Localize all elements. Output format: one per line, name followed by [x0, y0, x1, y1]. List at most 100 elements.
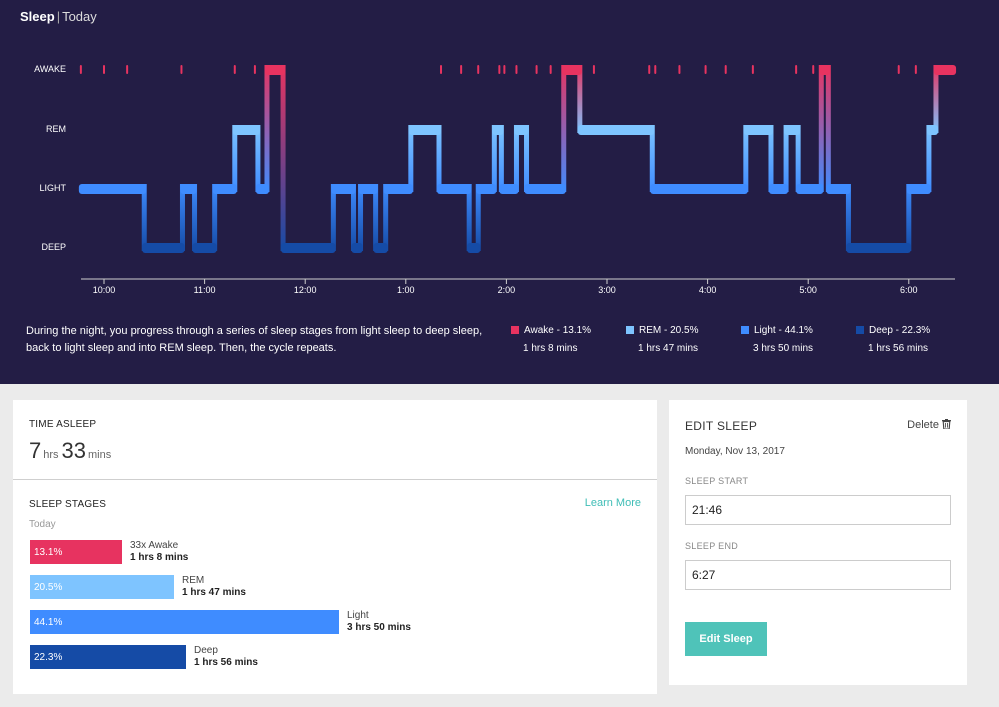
stage-bar-rem: 20.5% — [30, 575, 174, 599]
stage-transition — [783, 125, 789, 192]
stage-transition — [179, 184, 185, 251]
stage-transition — [255, 125, 261, 192]
trash-icon — [942, 419, 951, 430]
stage-transition — [577, 65, 583, 133]
sleep-description: During the night, you progress through a… — [26, 325, 483, 354]
legend-duration: 1 hrs 8 mins — [523, 343, 578, 354]
stage-name: 33x Awake — [130, 540, 179, 551]
stage-transition — [649, 125, 655, 192]
time-asleep-hours: 7 — [29, 438, 42, 463]
stage-segment-rem — [784, 125, 801, 135]
stage-segment-light — [436, 184, 472, 194]
stage-segment-light — [499, 184, 519, 194]
stage-name: REM — [182, 575, 205, 586]
awake-blip — [795, 65, 798, 74]
awake-blip — [724, 65, 727, 74]
awake-blip — [515, 65, 518, 74]
stage-transition — [795, 125, 801, 192]
legend-duration: 1 hrs 47 mins — [638, 343, 699, 354]
stage-segment-light — [524, 184, 566, 194]
awake-blip — [654, 65, 657, 74]
x-tick-label: 12:00 — [294, 285, 317, 295]
divider — [13, 479, 657, 480]
stage-segment-deep — [142, 243, 185, 253]
stage-transition — [350, 184, 356, 251]
stage-transition — [561, 65, 567, 192]
x-tick-label: 6:00 — [900, 285, 918, 295]
awake-blip — [103, 65, 105, 74]
stage-duration: 1 hrs 56 mins — [194, 657, 258, 668]
legend-label: Light - 44.1% — [754, 325, 813, 336]
stage-segment-deep — [351, 243, 363, 253]
x-tick-label: 1:00 — [397, 285, 415, 295]
stage-transition — [280, 65, 286, 251]
awake-blip — [704, 65, 707, 74]
edit-sleep-button[interactable]: Edit Sleep — [685, 622, 767, 656]
stage-transition — [768, 125, 774, 192]
legend-swatch-light — [741, 326, 749, 334]
stage-transition — [491, 125, 497, 192]
awake-blip — [477, 65, 480, 74]
awake-blip — [535, 65, 538, 74]
stage-transition — [212, 184, 218, 251]
stage-segment-light — [180, 184, 197, 194]
stage-transition — [232, 125, 238, 192]
stage-transition — [383, 184, 389, 251]
sleep-stages-label: SLEEP STAGES — [29, 499, 107, 510]
stage-segment-light — [212, 184, 237, 194]
stage-transition — [906, 184, 912, 251]
sleep-date: Monday, Nov 13, 2017 — [685, 446, 785, 457]
stage-transition — [743, 125, 749, 192]
stage-segment-rem — [514, 125, 529, 135]
learn-more-link[interactable]: Learn More — [584, 497, 641, 509]
stage-bar-light: 44.1% — [30, 610, 339, 634]
x-tick-label: 11:00 — [194, 285, 216, 295]
stage-name: Light — [347, 610, 369, 621]
legend-duration: 1 hrs 56 mins — [868, 343, 929, 354]
stage-percent: 22.3% — [34, 652, 63, 663]
time-asleep-hours-unit: hrs — [43, 449, 59, 461]
awake-blip — [498, 65, 501, 74]
awake-blip — [648, 65, 651, 74]
legend-label: Deep - 22.3% — [869, 325, 931, 336]
y-level-label: REM — [46, 124, 66, 134]
stage-name: Deep — [194, 645, 218, 656]
stage-segment-light — [906, 184, 931, 194]
legend-label: REM - 20.5% — [639, 325, 699, 336]
stage-transition — [926, 125, 932, 192]
awake-blip — [460, 65, 463, 74]
delete-button[interactable]: Delete — [907, 419, 951, 431]
stage-duration: 1 hrs 47 mins — [182, 587, 246, 598]
stage-segment-light — [768, 184, 789, 194]
time-asleep-label: TIME ASLEEP — [29, 419, 97, 430]
x-tick-label: 5:00 — [799, 285, 817, 295]
stage-bar-deep: 22.3% — [30, 645, 186, 669]
awake-blip — [549, 65, 552, 74]
page-title-main: Sleep — [20, 9, 55, 24]
stage-percent: 13.1% — [34, 547, 63, 558]
sleep-summary-card: TIME ASLEEP 7 hrs 33 mins SLEEP STAGES Lear… — [13, 400, 657, 694]
stage-percent: 44.1% — [34, 617, 63, 628]
x-tick-label: 2:00 — [498, 285, 516, 295]
stage-transition — [933, 65, 939, 133]
edit-sleep-title: EDIT SLEEP — [685, 419, 758, 433]
sleep-start-input[interactable] — [685, 495, 951, 525]
awake-blip — [180, 65, 183, 74]
stage-transition — [141, 184, 147, 251]
stage-transition — [475, 184, 481, 251]
y-level-label: AWAKE — [34, 64, 66, 74]
stage-info-awake: 33x Awake 1 hrs 8 mins — [130, 540, 188, 564]
sleep-end-input[interactable] — [685, 560, 951, 590]
stage-segment-deep — [846, 243, 911, 253]
stage-segment-light — [796, 184, 824, 194]
stage-percent: 20.5% — [34, 582, 63, 593]
stage-transition — [408, 125, 414, 192]
awake-blip — [503, 65, 506, 74]
page-title-subtitle: Today — [62, 9, 97, 24]
stage-transition — [358, 184, 364, 251]
stage-transition — [264, 65, 270, 192]
stage-transition — [818, 65, 824, 192]
stage-transition — [498, 125, 504, 192]
stage-duration: 3 hrs 50 mins — [347, 622, 411, 633]
legend-swatch-deep — [856, 326, 864, 334]
